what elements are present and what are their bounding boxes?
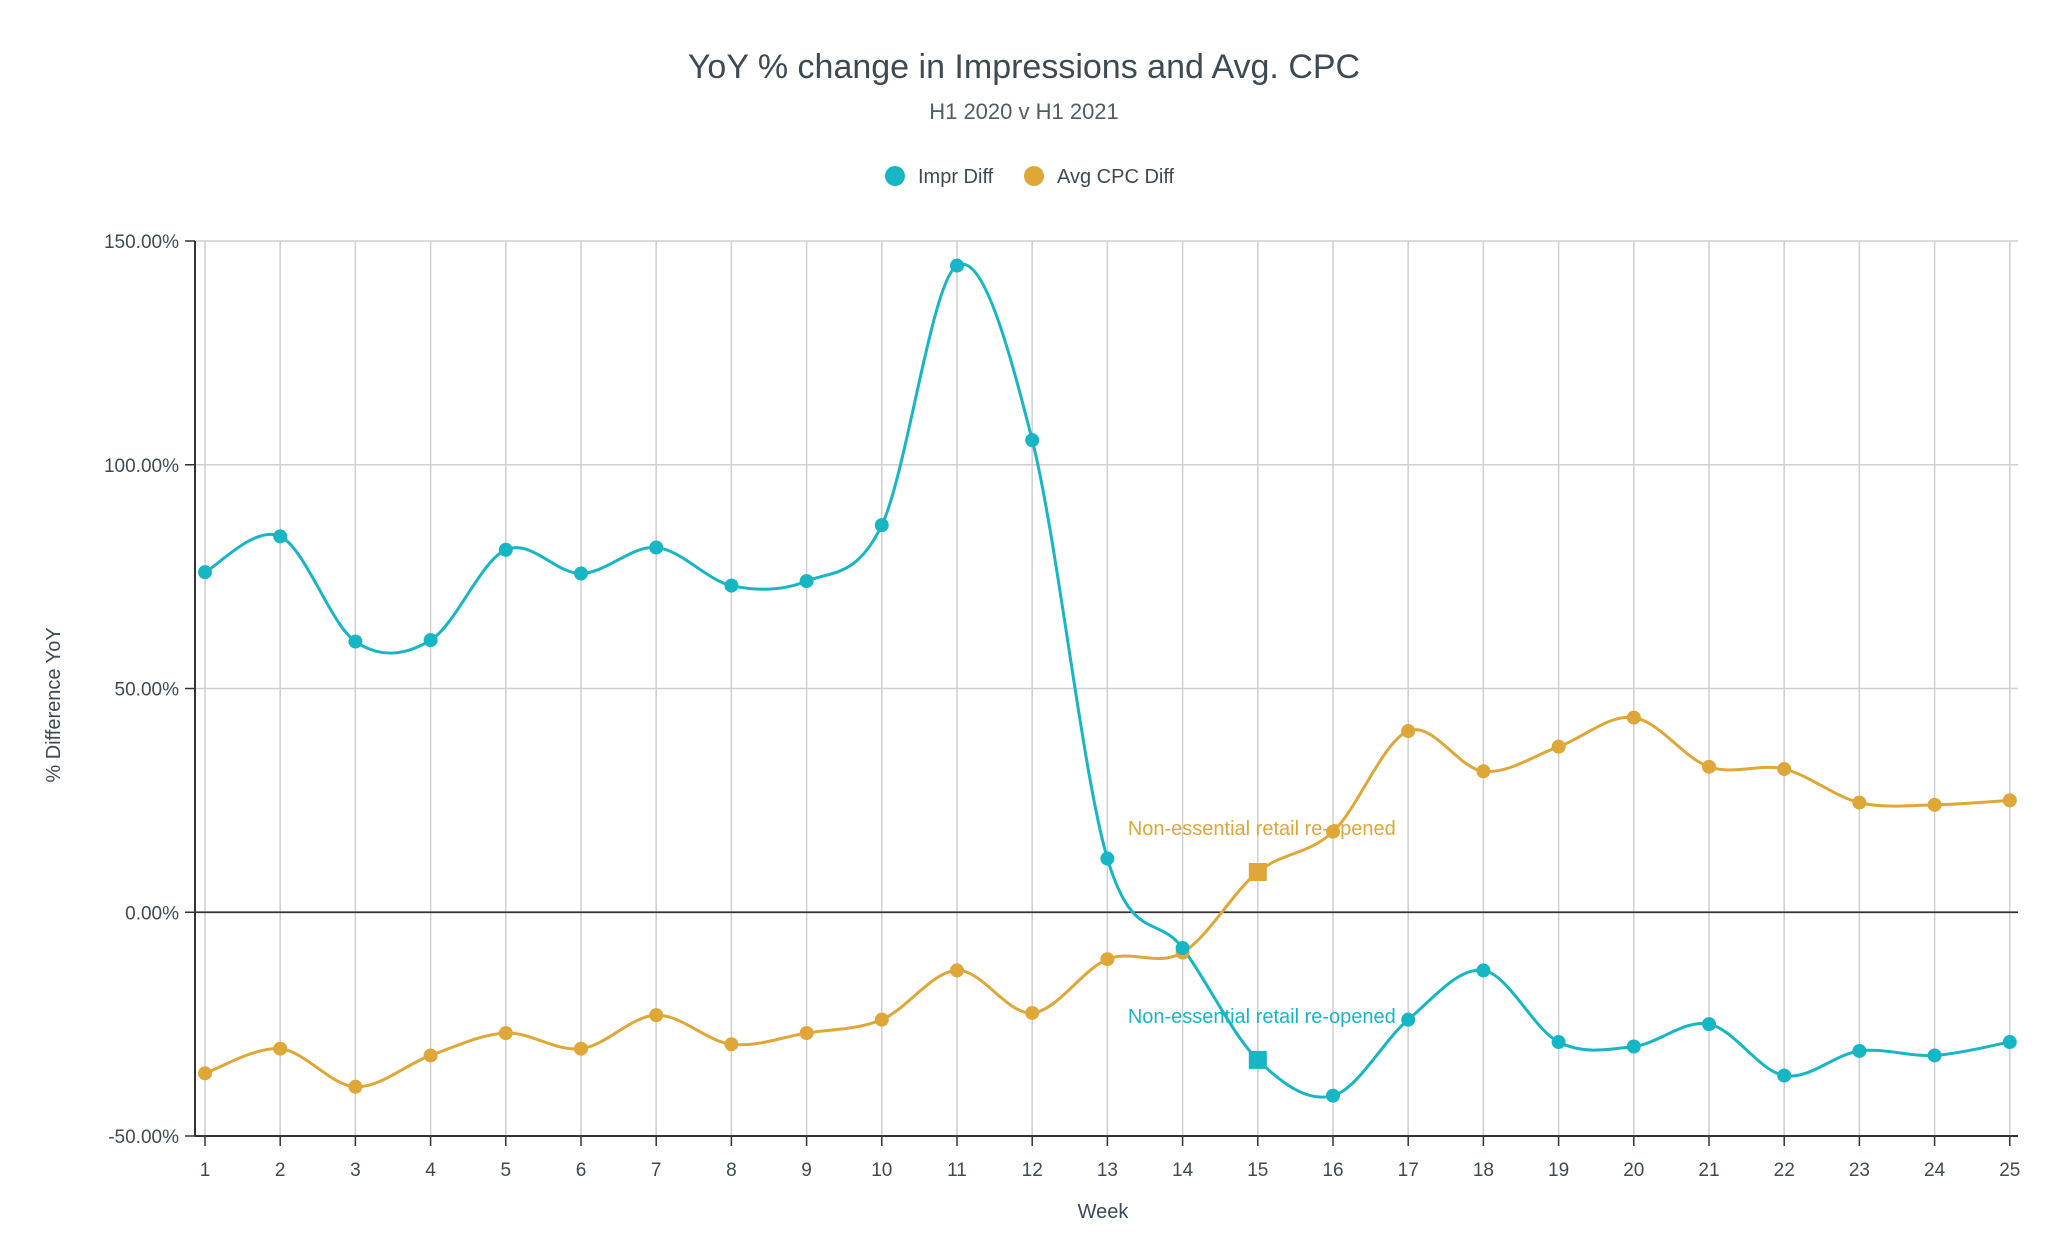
y-axis-label: % Difference YoY <box>43 627 65 782</box>
data-point[interactable] <box>1702 759 1716 774</box>
data-point[interactable] <box>2002 1035 2017 1050</box>
x-tick-label: 23 <box>1849 1160 1870 1181</box>
data-point[interactable] <box>574 1041 588 1056</box>
x-tick-label: 22 <box>1774 1160 1795 1181</box>
y-tick-label: 50.00% <box>115 680 180 701</box>
x-tick-label: 17 <box>1398 1160 1419 1181</box>
x-tick-label: 8 <box>726 1160 737 1181</box>
y-tick-label: 0.00% <box>125 903 179 924</box>
x-tick-label: 13 <box>1097 1160 1118 1181</box>
data-point[interactable] <box>423 1048 438 1063</box>
data-point[interactable] <box>724 1037 739 1052</box>
data-point[interactable] <box>423 633 438 648</box>
legend-marker[interactable] <box>885 166 905 186</box>
data-point[interactable] <box>2002 793 2017 808</box>
x-tick-label: 25 <box>1999 1160 2020 1181</box>
data-point[interactable] <box>874 1012 889 1027</box>
data-point[interactable] <box>198 1066 212 1081</box>
data-point[interactable] <box>574 566 588 581</box>
x-tick-label: 9 <box>801 1160 812 1181</box>
legend-label[interactable]: Impr Diff <box>918 166 994 188</box>
data-point-annotated[interactable] <box>1248 1050 1267 1069</box>
data-point[interactable] <box>1927 1048 1942 1063</box>
data-point[interactable] <box>1777 1068 1792 1083</box>
data-point[interactable] <box>950 963 964 978</box>
data-point[interactable] <box>1100 952 1115 967</box>
x-tick-label: 18 <box>1473 1160 1494 1181</box>
chart-title: YoY % change in Impressions and Avg. CPC <box>688 48 1360 86</box>
x-tick-label: 14 <box>1172 1160 1194 1181</box>
data-point[interactable] <box>1025 433 1040 448</box>
data-point[interactable] <box>1326 824 1340 839</box>
data-point[interactable] <box>649 540 664 555</box>
data-point[interactable] <box>1852 795 1867 810</box>
data-point[interactable] <box>1175 941 1190 956</box>
data-point[interactable] <box>1326 1088 1340 1103</box>
data-point[interactable] <box>799 1026 814 1041</box>
x-tick-label: 1 <box>200 1160 211 1181</box>
x-tick-label: 12 <box>1022 1160 1043 1181</box>
data-point[interactable] <box>1476 963 1491 978</box>
data-point[interactable] <box>498 542 513 557</box>
data-point[interactable] <box>1401 1012 1416 1027</box>
data-point[interactable] <box>874 518 889 533</box>
annotation-label: Non-essential retail re-opened <box>1128 1006 1396 1028</box>
x-tick-label: 15 <box>1247 1160 1268 1181</box>
y-tick-label: -50.00% <box>108 1127 179 1148</box>
data-point[interactable] <box>1702 1017 1716 1032</box>
x-tick-label: 10 <box>871 1160 892 1181</box>
data-point[interactable] <box>198 565 212 580</box>
data-point[interactable] <box>950 258 964 273</box>
x-tick-label: 7 <box>651 1160 662 1181</box>
y-tick-label: 100.00% <box>104 456 179 477</box>
x-tick-label: 6 <box>576 1160 587 1181</box>
data-point[interactable] <box>1626 710 1641 725</box>
data-point[interactable] <box>799 574 814 589</box>
y-tick-label: 150.00% <box>104 232 179 253</box>
x-tick-label: 5 <box>501 1160 512 1181</box>
data-point[interactable] <box>1551 739 1566 754</box>
annotations: Non-essential retail re-opened Non-essent… <box>1128 818 1396 1028</box>
data-point-annotated[interactable] <box>1248 862 1267 881</box>
x-tick-label: 20 <box>1623 1160 1644 1181</box>
data-point[interactable] <box>273 1041 288 1056</box>
data-point[interactable] <box>724 578 739 593</box>
x-tick-label: 4 <box>425 1160 436 1181</box>
grid <box>195 240 2018 1137</box>
legend-label[interactable]: Avg CPC Diff <box>1057 166 1175 188</box>
data-point[interactable] <box>1777 762 1792 777</box>
x-tick-label: 19 <box>1548 1160 1569 1181</box>
data-point[interactable] <box>649 1008 664 1023</box>
data-point[interactable] <box>1551 1035 1566 1050</box>
legend: Impr Diff Avg CPC Diff <box>885 166 1175 188</box>
annotation-label: Non-essential retail re-opened <box>1128 818 1396 840</box>
data-point[interactable] <box>348 1079 363 1094</box>
data-point[interactable] <box>1927 797 1942 812</box>
data-point[interactable] <box>498 1026 513 1041</box>
data-point[interactable] <box>1476 764 1491 779</box>
data-point[interactable] <box>1401 724 1416 739</box>
x-tick-label: 2 <box>275 1160 286 1181</box>
data-point[interactable] <box>1025 1005 1040 1020</box>
axes: 150.00%100.00%50.00%0.00%-50.00%1 2 3 4 5 6 7 8… <box>104 232 2020 1181</box>
x-tick-label: 21 <box>1698 1160 1719 1181</box>
legend-marker[interactable] <box>1024 166 1044 186</box>
series-points <box>198 258 2017 1103</box>
data-point[interactable] <box>1100 851 1115 866</box>
x-tick-label: 16 <box>1322 1160 1343 1181</box>
x-tick-label: 24 <box>1924 1160 1946 1181</box>
x-axis-label: Week <box>1078 1201 1130 1223</box>
data-point[interactable] <box>1852 1043 1867 1058</box>
data-point[interactable] <box>273 529 288 544</box>
data-point[interactable] <box>348 634 363 649</box>
chart-subtitle: H1 2020 v H1 2021 <box>929 99 1119 124</box>
data-point[interactable] <box>1626 1039 1641 1054</box>
x-tick-label: 3 <box>350 1160 361 1181</box>
x-tick-label: 11 <box>947 1160 967 1181</box>
